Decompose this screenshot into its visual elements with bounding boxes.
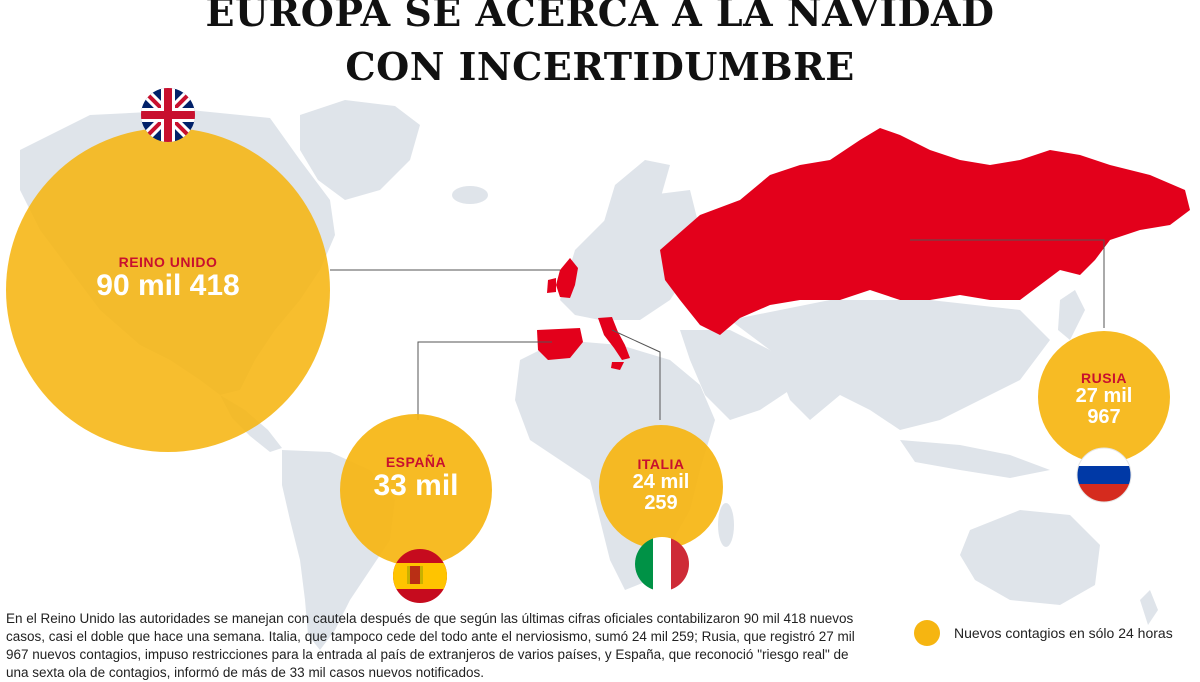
south-asia — [730, 300, 1050, 430]
sicily-shape — [611, 362, 624, 370]
description-text: En el Reino Unido las autoridades se man… — [6, 611, 855, 680]
russia-bubble-label: RUSIA 27 mil 967 — [1044, 370, 1164, 428]
iceland — [452, 186, 488, 204]
bubbles — [6, 128, 1170, 566]
italy-flag-icon — [635, 537, 689, 591]
legend-text: Nuevos contagios en sólo 24 horas — [954, 625, 1173, 641]
italy-leader-line — [611, 329, 661, 420]
europe — [560, 190, 700, 320]
uk-bubble — [6, 128, 330, 452]
spain-bubble-label: ESPAÑA 33 mil — [336, 454, 496, 502]
middle-east — [680, 330, 790, 420]
italy-bubble-label: ITALIA 24 mil 259 — [601, 456, 721, 514]
spain-country-label: ESPAÑA — [385, 454, 447, 470]
uk-value: 90 mil 418 — [96, 269, 240, 302]
new-zealand — [1140, 590, 1158, 625]
spain-shape — [537, 328, 583, 360]
spain-value: 33 mil — [373, 469, 459, 502]
uk-country-label: REINO UNIDO — [118, 254, 218, 270]
greenland — [300, 100, 420, 200]
italy-shape — [598, 317, 630, 360]
leader-lines — [330, 239, 1105, 420]
uk-flag-icon — [141, 88, 195, 142]
uk-bubble-label: REINO UNIDO 90 mil 418 — [38, 254, 298, 302]
russia-shape — [660, 128, 1190, 335]
highlighted-countries — [537, 128, 1190, 370]
spain-flag-icon — [393, 549, 447, 603]
legend: Nuevos contagios en sólo 24 horas — [914, 620, 1173, 646]
madagascar — [718, 503, 734, 547]
australia — [960, 510, 1100, 605]
scandinavia — [600, 160, 670, 250]
spain-leader-line — [417, 341, 552, 420]
russia-leader-line — [910, 239, 1105, 328]
russia-flag-icon — [1076, 447, 1132, 503]
russia-country-label: RUSIA — [1080, 370, 1128, 386]
russia-bubble — [1038, 331, 1170, 463]
japan — [1058, 290, 1085, 340]
uk-shape — [556, 258, 578, 298]
ireland-shape — [547, 278, 556, 293]
italy-value-line1: 24 mil — [632, 471, 690, 493]
italy-country-label: ITALIA — [637, 456, 685, 472]
title-line-1: EUROPA SE ACERCA A LA NAVIDAD — [205, 0, 995, 35]
italy-bubble — [599, 425, 723, 549]
russia-value-line1: 27 mil — [1075, 385, 1133, 407]
legend-dot-icon — [914, 620, 940, 646]
title-line-2: CON INCERTIDUMBRE — [345, 44, 855, 89]
russia-value-line2: 967 — [1087, 406, 1121, 428]
southeast-asia — [900, 440, 1050, 478]
italy-value-line2: 259 — [644, 492, 678, 514]
spain-bubble — [340, 414, 492, 566]
